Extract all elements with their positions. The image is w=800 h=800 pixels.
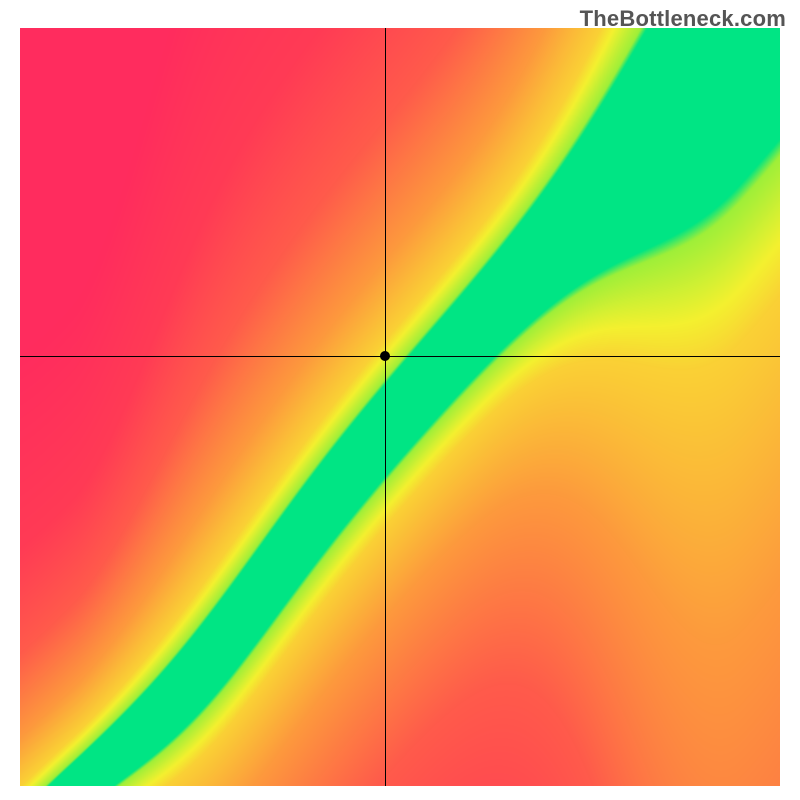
crosshair-vertical	[385, 28, 386, 786]
watermark-text: TheBottleneck.com	[580, 6, 786, 32]
chart-frame: TheBottleneck.com	[0, 0, 800, 800]
crosshair-horizontal	[20, 356, 780, 357]
crosshair-marker	[380, 351, 390, 361]
heatmap-plot	[20, 28, 780, 786]
heatmap-canvas	[20, 28, 780, 786]
